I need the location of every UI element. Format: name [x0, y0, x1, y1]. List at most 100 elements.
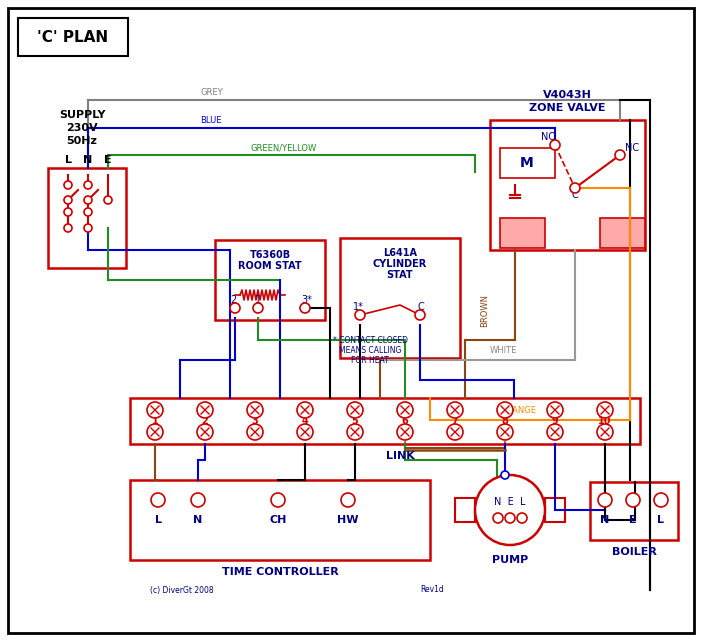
Circle shape [84, 208, 92, 216]
Text: * CONTACT CLOSED: * CONTACT CLOSED [333, 335, 407, 344]
Circle shape [547, 402, 563, 418]
Circle shape [615, 150, 625, 160]
Circle shape [497, 424, 513, 440]
Text: ZONE VALVE: ZONE VALVE [529, 103, 605, 113]
Text: CH: CH [270, 515, 286, 525]
Circle shape [297, 402, 313, 418]
Text: FOR HEAT: FOR HEAT [351, 356, 389, 365]
Text: 8: 8 [501, 416, 508, 426]
Circle shape [397, 424, 413, 440]
Circle shape [247, 424, 263, 440]
Text: MEANS CALLING: MEANS CALLING [339, 345, 401, 354]
Bar [500, 148, 555, 178]
Circle shape [597, 402, 613, 418]
Text: N: N [84, 155, 93, 165]
Text: GREEN/YELLOW: GREEN/YELLOW [250, 143, 316, 152]
Circle shape [191, 493, 205, 507]
Bar [130, 480, 430, 560]
Text: C: C [571, 190, 578, 200]
Text: BROWN: BROWN [480, 294, 489, 327]
Text: Rev1d: Rev1d [420, 585, 444, 594]
Circle shape [547, 424, 563, 440]
Circle shape [597, 424, 613, 440]
Circle shape [271, 493, 285, 507]
Text: TIME CONTROLLER: TIME CONTROLLER [222, 567, 338, 577]
Text: L: L [154, 515, 161, 525]
Text: N: N [600, 515, 609, 525]
Circle shape [84, 181, 92, 189]
Text: C: C [418, 302, 425, 312]
Text: 1: 1 [152, 416, 159, 426]
Bar [455, 498, 475, 522]
Circle shape [550, 140, 560, 150]
Circle shape [253, 303, 263, 313]
Bar [490, 120, 645, 250]
Text: 7: 7 [451, 416, 458, 426]
Text: T6360B: T6360B [249, 250, 291, 260]
Circle shape [654, 493, 668, 507]
Circle shape [517, 513, 527, 523]
Bar [600, 218, 645, 248]
Circle shape [493, 513, 503, 523]
Text: E: E [629, 515, 637, 525]
Bar [340, 238, 460, 358]
Text: 2: 2 [230, 295, 236, 305]
Text: 10: 10 [598, 416, 611, 426]
Text: N  E  L: N E L [494, 497, 526, 507]
Text: 6: 6 [402, 416, 409, 426]
Text: ROOM STAT: ROOM STAT [238, 261, 302, 271]
Text: L: L [65, 155, 72, 165]
Text: M: M [520, 156, 534, 170]
Circle shape [297, 424, 313, 440]
Text: 1: 1 [255, 295, 261, 305]
Text: E: E [104, 155, 112, 165]
Circle shape [598, 493, 612, 507]
Circle shape [64, 208, 72, 216]
Circle shape [84, 196, 92, 204]
Circle shape [626, 493, 640, 507]
Text: L641A: L641A [383, 248, 417, 258]
Text: STAT: STAT [387, 270, 413, 280]
Bar [590, 482, 678, 540]
Text: PUMP: PUMP [492, 555, 528, 565]
Text: BLUE: BLUE [200, 116, 222, 125]
Text: N: N [193, 515, 203, 525]
Text: SUPPLY: SUPPLY [59, 110, 105, 120]
Text: 2: 2 [201, 416, 208, 426]
Circle shape [151, 493, 165, 507]
Circle shape [247, 402, 263, 418]
Text: CYLINDER: CYLINDER [373, 259, 427, 269]
Circle shape [447, 402, 463, 418]
Circle shape [300, 303, 310, 313]
Bar [48, 168, 126, 268]
Text: 1*: 1* [352, 302, 364, 312]
Circle shape [230, 303, 240, 313]
Circle shape [355, 310, 365, 320]
Bar [215, 240, 325, 320]
Text: 9: 9 [552, 416, 558, 426]
Circle shape [197, 424, 213, 440]
Text: (c) DiverGt 2008: (c) DiverGt 2008 [150, 585, 213, 594]
Bar [545, 498, 565, 522]
Text: NC: NC [625, 143, 639, 153]
Text: BOILER: BOILER [611, 547, 656, 557]
Circle shape [447, 424, 463, 440]
Circle shape [147, 424, 163, 440]
Text: 50Hz: 50Hz [67, 136, 98, 146]
Circle shape [347, 424, 363, 440]
Text: LINK: LINK [385, 451, 414, 461]
Circle shape [501, 471, 509, 479]
Bar [130, 398, 640, 444]
Text: 3*: 3* [302, 295, 312, 305]
Text: 5: 5 [352, 416, 359, 426]
Circle shape [64, 181, 72, 189]
Text: 'C' PLAN: 'C' PLAN [37, 29, 109, 44]
Text: NO: NO [541, 132, 555, 142]
Circle shape [347, 402, 363, 418]
Text: L: L [658, 515, 665, 525]
Circle shape [84, 224, 92, 232]
Text: GREY: GREY [200, 88, 223, 97]
Text: HW: HW [337, 515, 359, 525]
Bar [500, 218, 545, 248]
Circle shape [497, 402, 513, 418]
